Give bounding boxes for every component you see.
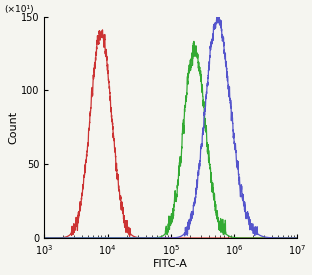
Y-axis label: Count: Count (8, 111, 18, 144)
X-axis label: FITC-A: FITC-A (153, 259, 188, 270)
Text: (×10¹): (×10¹) (4, 6, 33, 15)
